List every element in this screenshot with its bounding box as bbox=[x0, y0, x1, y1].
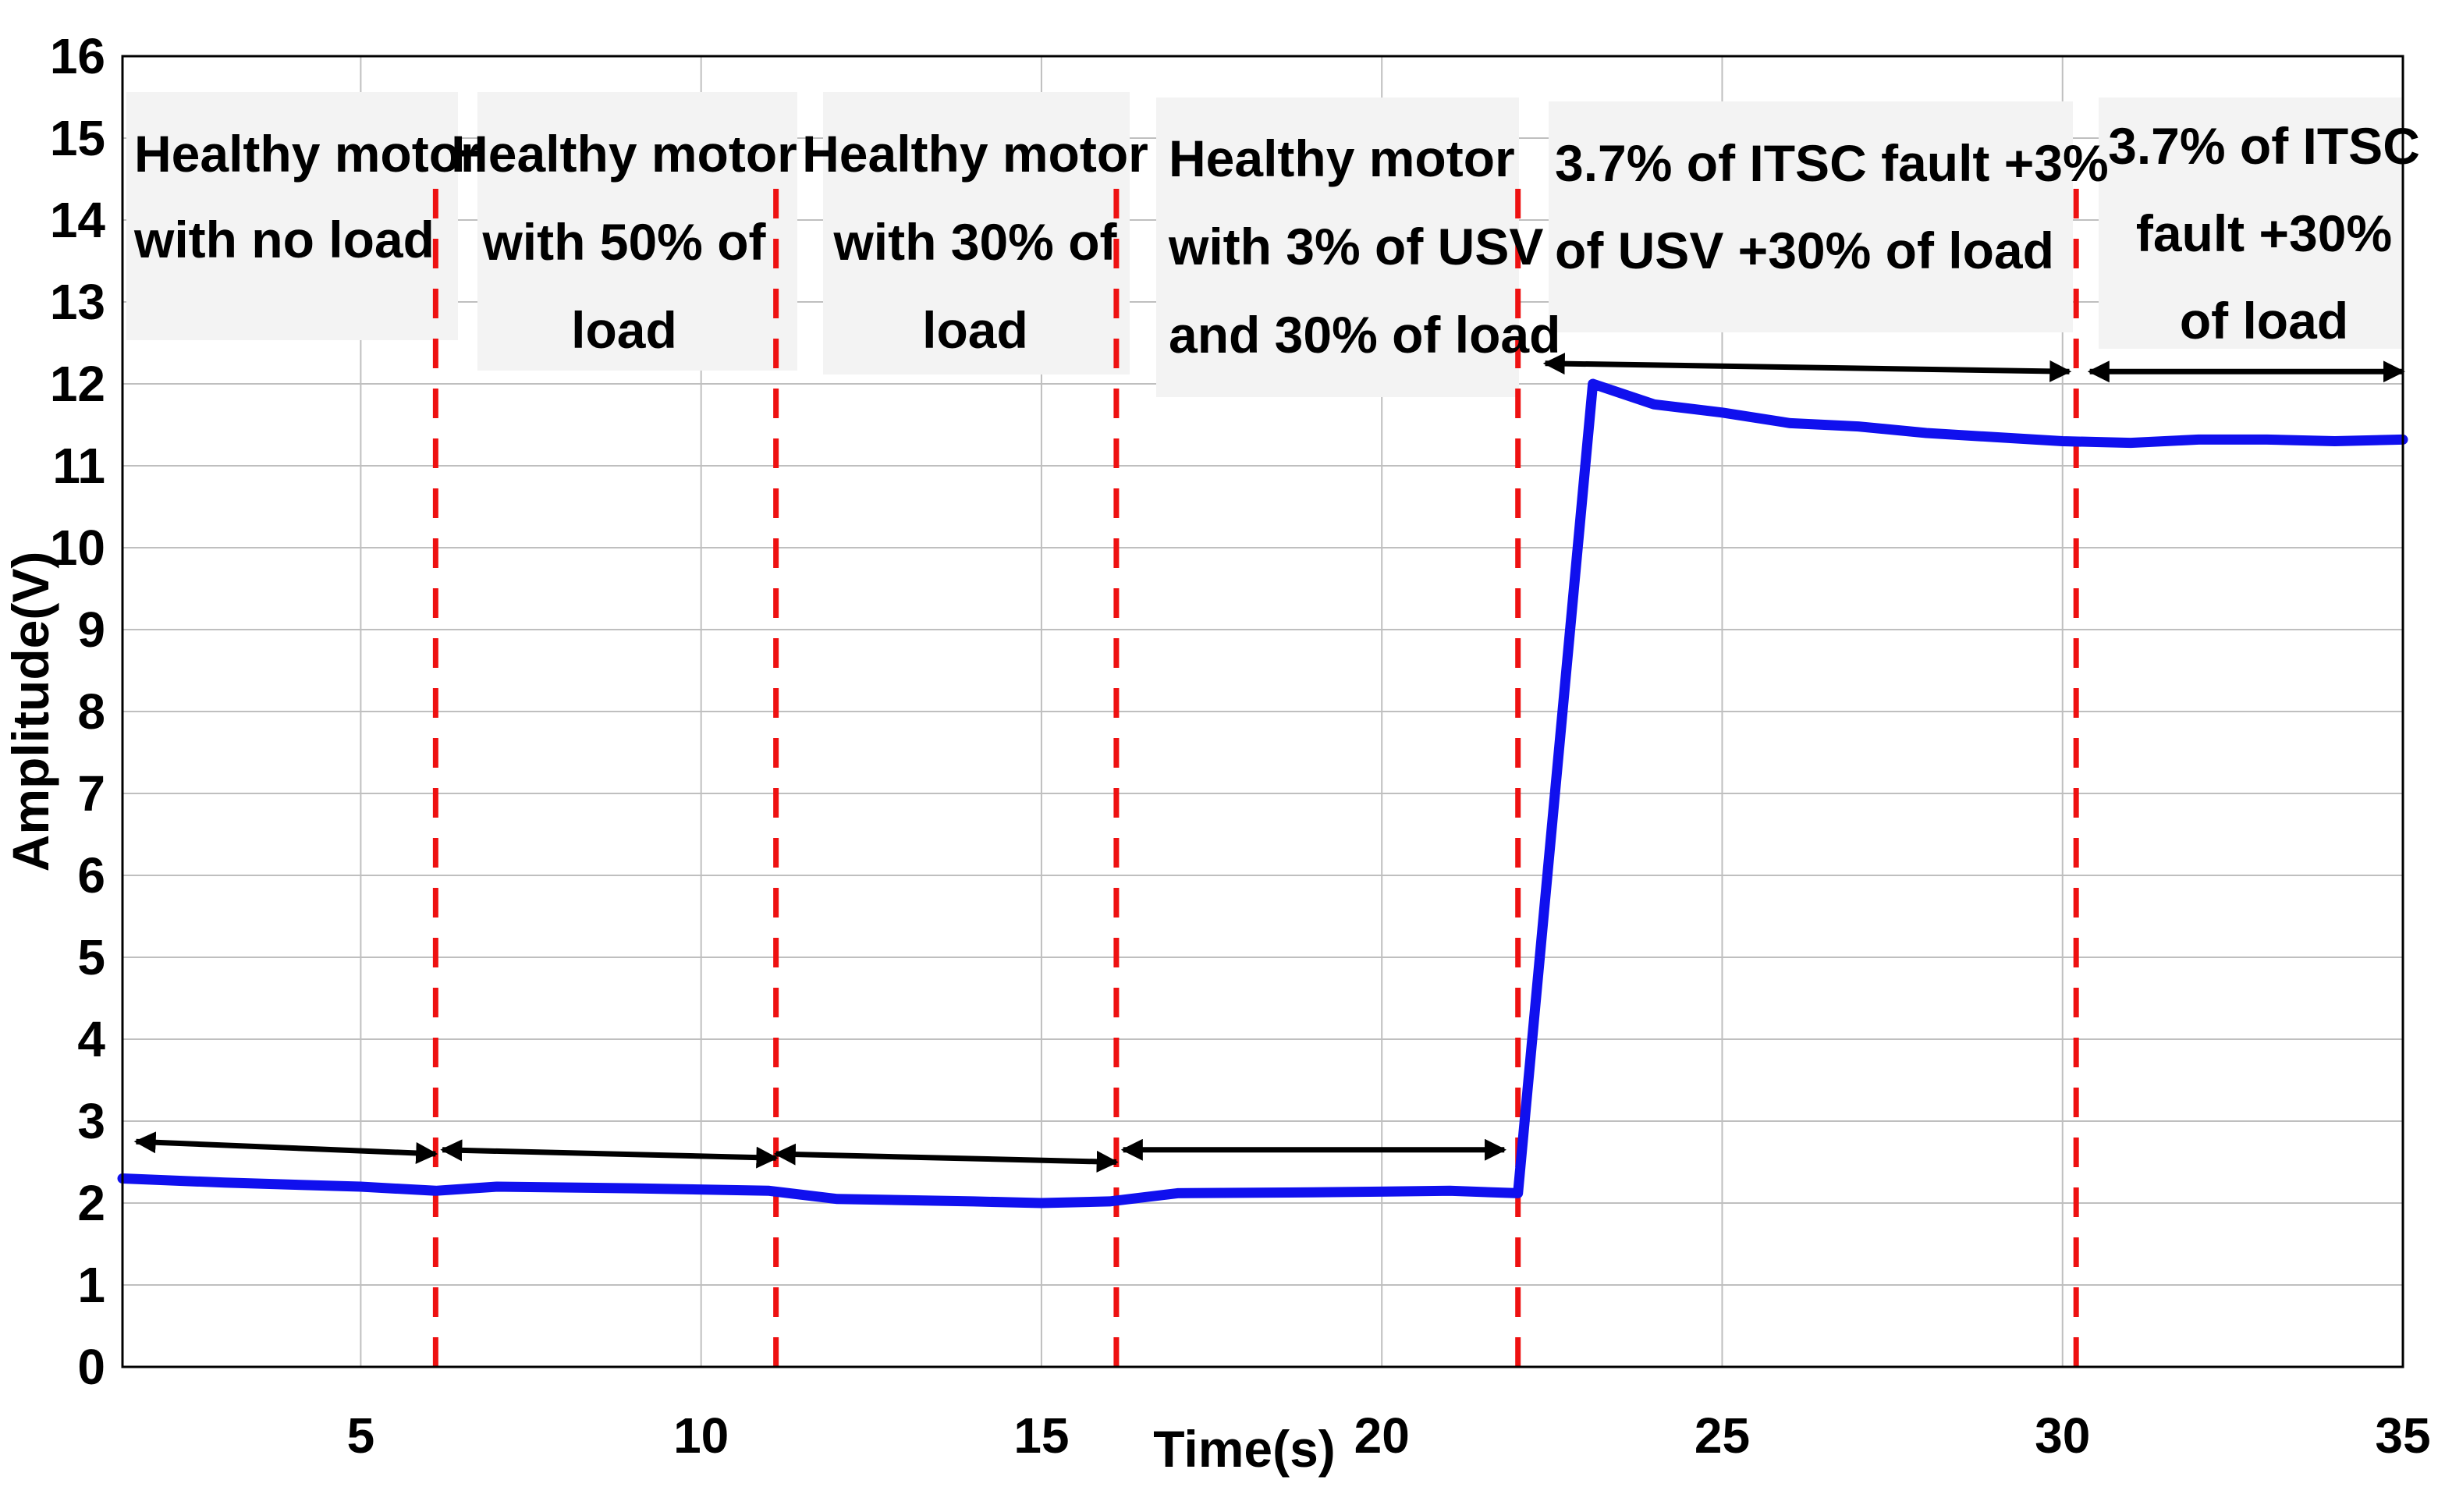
y-tick-label: 1 bbox=[77, 1257, 105, 1313]
segment-label-line: Healthy motor bbox=[451, 125, 797, 183]
y-tick-label: 6 bbox=[77, 847, 105, 903]
segment-label-line: of USV +30% of load bbox=[1555, 222, 2054, 279]
segment-label-line: and 30% of load bbox=[1169, 306, 1560, 364]
y-tick-label: 13 bbox=[50, 274, 105, 330]
segment-label-box bbox=[1156, 98, 1519, 397]
segment-arrow bbox=[440, 1139, 779, 1169]
y-tick-label: 4 bbox=[77, 1011, 105, 1067]
x-axis-label: Time(s) bbox=[1153, 1420, 1336, 1478]
text-boxes bbox=[126, 92, 2403, 397]
segment-label-line: with 30% of bbox=[832, 213, 1117, 271]
segment-label-line: of load bbox=[2180, 292, 2348, 350]
segment-label-box bbox=[2099, 98, 2403, 349]
y-tick-label: 11 bbox=[52, 438, 105, 494]
y-tick-label: 15 bbox=[50, 110, 105, 166]
segment-label-box bbox=[823, 92, 1130, 374]
segment-label-line: Healthy motor bbox=[1169, 130, 1515, 187]
y-tick-label: 9 bbox=[77, 602, 105, 658]
y-tick-label: 12 bbox=[50, 356, 105, 412]
y-tick-label: 16 bbox=[50, 28, 105, 84]
y-tick-label: 0 bbox=[77, 1339, 105, 1395]
segment-label-box bbox=[1549, 101, 2073, 332]
x-tick-label: 10 bbox=[673, 1407, 729, 1464]
segment-label-line: load bbox=[922, 301, 1028, 359]
segment-label-box bbox=[477, 92, 797, 371]
x-tick-label: 5 bbox=[347, 1407, 375, 1464]
y-tick-label: 14 bbox=[50, 192, 106, 248]
y-tick-label: 10 bbox=[50, 520, 105, 576]
segment-label-line: with 3% of USV bbox=[1168, 218, 1543, 275]
segment-label-line: with no load bbox=[133, 211, 435, 268]
plot-frame bbox=[121, 55, 2404, 1368]
segment-label-line: Healthy motor bbox=[802, 125, 1148, 183]
y-tick-label: 7 bbox=[77, 765, 105, 822]
segment-label-line: with 50% of bbox=[481, 213, 766, 271]
segment-label-box bbox=[126, 92, 458, 340]
x-tick-label: 15 bbox=[1013, 1407, 1069, 1464]
segment-label-line: 3.7% of ITSC fault +3% bbox=[1555, 134, 2109, 192]
series-line bbox=[117, 378, 2408, 1209]
series bbox=[117, 378, 2408, 1209]
segment-label-line: load bbox=[571, 301, 677, 359]
segment-arrows bbox=[133, 353, 2405, 1173]
segment-arrow bbox=[133, 1131, 438, 1164]
segment-label-line: fault +30% bbox=[2136, 204, 2392, 262]
segment-label-line: 3.7% of ITSC bbox=[2108, 117, 2420, 175]
segment-label-line: Healthy motor bbox=[134, 125, 481, 183]
y-tick-label: 8 bbox=[77, 683, 105, 740]
x-tick-label: 30 bbox=[2035, 1407, 2090, 1464]
y-tick-label: 3 bbox=[77, 1093, 105, 1149]
y-tick-label: 5 bbox=[77, 929, 105, 985]
segment-arrow bbox=[1542, 353, 2072, 382]
x-tick-label: 20 bbox=[1354, 1407, 1410, 1464]
segment-arrow bbox=[773, 1143, 1119, 1173]
y-tick-label: 2 bbox=[77, 1175, 105, 1231]
x-tick-label: 35 bbox=[2375, 1407, 2430, 1464]
y-axis-label: Amplitude(V) bbox=[2, 552, 59, 872]
x-tick-label: 25 bbox=[1695, 1407, 1750, 1464]
